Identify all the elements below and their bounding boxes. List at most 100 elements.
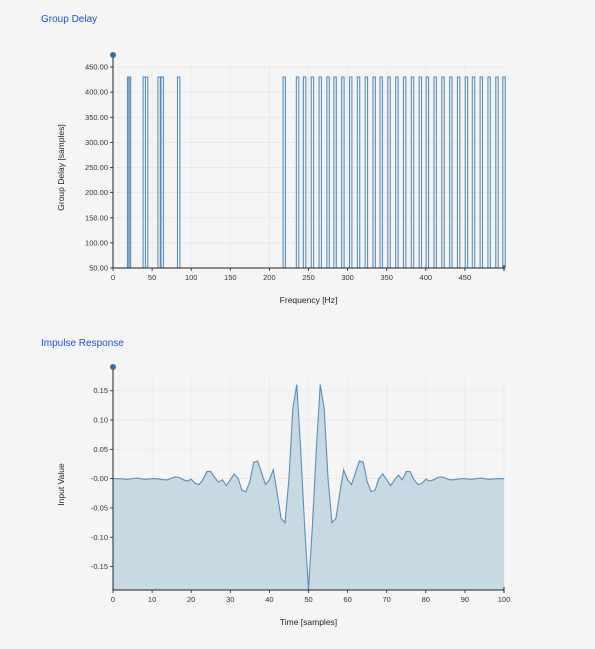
impulse-response-point[interactable] xyxy=(143,478,145,480)
impulse-response-point[interactable] xyxy=(120,478,122,480)
impulse-response-point[interactable] xyxy=(264,484,266,485)
group-delay-spike-point[interactable] xyxy=(426,76,428,78)
impulse-response-point[interactable] xyxy=(198,484,200,485)
impulse-response-point[interactable] xyxy=(331,522,333,524)
impulse-response-point[interactable] xyxy=(413,479,415,481)
group-delay-spike-point[interactable] xyxy=(178,76,180,78)
impulse-response-point[interactable] xyxy=(499,478,501,480)
impulse-response-point[interactable] xyxy=(190,478,192,480)
group-delay-spike-point[interactable] xyxy=(480,76,482,78)
impulse-response-point[interactable] xyxy=(464,478,466,480)
impulse-response-point[interactable] xyxy=(210,471,212,473)
group-delay-spike-point[interactable] xyxy=(503,76,505,78)
impulse-response-point[interactable] xyxy=(221,479,223,481)
group-delay-spike-point[interactable] xyxy=(380,76,382,78)
group-delay-spike-point[interactable] xyxy=(303,76,306,78)
y-axis-handle[interactable] xyxy=(110,364,116,370)
impulse-response-point[interactable] xyxy=(249,481,251,483)
impulse-response-point[interactable] xyxy=(433,479,435,481)
y-axis-handle[interactable] xyxy=(110,52,116,58)
impulse-response-point[interactable] xyxy=(132,478,134,480)
group-delay-spike-point[interactable] xyxy=(319,76,321,78)
impulse-response-point[interactable] xyxy=(225,485,227,487)
impulse-response-point[interactable] xyxy=(218,481,220,483)
group-delay-spike-point[interactable] xyxy=(496,76,498,78)
impulse-response-point[interactable] xyxy=(280,517,282,519)
group-delay-spike-point[interactable] xyxy=(411,76,414,78)
impulse-response-point[interactable] xyxy=(253,461,255,463)
impulse-response-point[interactable] xyxy=(319,384,321,386)
impulse-response-point[interactable] xyxy=(382,473,384,475)
impulse-response-point[interactable] xyxy=(417,484,419,485)
impulse-response-point[interactable] xyxy=(343,469,345,471)
impulse-response-point[interactable] xyxy=(460,478,462,480)
impulse-response-point[interactable] xyxy=(425,478,427,480)
impulse-response-point[interactable] xyxy=(233,473,235,475)
impulse-response-point[interactable] xyxy=(358,460,360,462)
group-delay-spike-point[interactable] xyxy=(404,76,406,78)
impulse-response-point[interactable] xyxy=(155,478,157,480)
impulse-response-point[interactable] xyxy=(151,478,153,480)
impulse-response-point[interactable] xyxy=(476,478,478,480)
impulse-response-point[interactable] xyxy=(139,478,141,480)
group-delay-spike-point[interactable] xyxy=(419,76,421,78)
impulse-response-point[interactable] xyxy=(390,485,392,487)
impulse-response-point[interactable] xyxy=(472,478,474,480)
impulse-response-point[interactable] xyxy=(206,471,208,473)
impulse-response-point[interactable] xyxy=(347,479,349,481)
group-delay-spike-point[interactable] xyxy=(327,76,329,78)
impulse-response-point[interactable] xyxy=(378,478,380,480)
impulse-response-point[interactable] xyxy=(178,476,180,478)
impulse-response-point[interactable] xyxy=(214,476,216,478)
impulse-response-point[interactable] xyxy=(429,480,431,482)
impulse-response-point[interactable] xyxy=(483,478,485,480)
group-delay-spike-point[interactable] xyxy=(283,76,285,78)
impulse-response-point[interactable] xyxy=(503,478,505,480)
impulse-response-point[interactable] xyxy=(128,478,130,480)
group-delay-spike-point[interactable] xyxy=(472,76,475,78)
impulse-response-point[interactable] xyxy=(468,478,470,480)
impulse-response-point[interactable] xyxy=(327,478,329,480)
group-delay-spike-point[interactable] xyxy=(357,76,360,78)
group-delay-spike-point[interactable] xyxy=(350,76,352,78)
impulse-response-chart[interactable]: 0 10 20 30 40 50 60 70 80 90 100 0.15 0.10 0.05 -0.00 -… xyxy=(0,355,595,645)
impulse-response-point[interactable] xyxy=(116,478,118,480)
group-delay-spike-point[interactable] xyxy=(143,76,145,78)
impulse-response-point[interactable] xyxy=(444,477,446,479)
impulse-response-point[interactable] xyxy=(315,448,317,450)
impulse-response-point[interactable] xyxy=(135,477,137,479)
impulse-response-point[interactable] xyxy=(397,474,399,476)
impulse-response-point[interactable] xyxy=(401,479,403,481)
group-delay-spike-point[interactable] xyxy=(158,76,160,78)
group-delay-series-line[interactable] xyxy=(113,76,506,269)
impulse-response-point[interactable] xyxy=(495,478,497,480)
impulse-response-point[interactable] xyxy=(386,479,388,481)
impulse-response-point[interactable] xyxy=(374,489,376,491)
impulse-response-point[interactable] xyxy=(300,448,302,450)
impulse-response-point[interactable] xyxy=(351,484,353,485)
impulse-response-point[interactable] xyxy=(452,479,454,481)
impulse-response-point[interactable] xyxy=(292,407,294,409)
group-delay-spike-point[interactable] xyxy=(488,76,490,78)
impulse-response-point[interactable] xyxy=(370,491,372,493)
impulse-response-point[interactable] xyxy=(276,492,278,494)
impulse-response-point[interactable] xyxy=(335,517,337,519)
impulse-response-point[interactable] xyxy=(323,407,325,409)
group-delay-spike-point[interactable] xyxy=(146,76,148,78)
impulse-response-point[interactable] xyxy=(487,478,489,480)
group-delay-spike-point[interactable] xyxy=(342,76,344,78)
impulse-response-point[interactable] xyxy=(288,478,290,480)
impulse-response-point[interactable] xyxy=(311,525,313,527)
group-delay-spike-point[interactable] xyxy=(373,76,375,78)
impulse-response-point[interactable] xyxy=(304,525,306,527)
impulse-response-point[interactable] xyxy=(456,478,458,480)
group-delay-chart[interactable]: 0 50 100 150 200 250 300 350 400 450 50.00 100.00 15… xyxy=(0,30,595,320)
group-delay-spike-point[interactable] xyxy=(458,76,460,78)
impulse-response-point[interactable] xyxy=(339,492,341,494)
group-delay-spike-point[interactable] xyxy=(365,76,367,78)
impulse-response-point[interactable] xyxy=(182,479,184,481)
impulse-response-point[interactable] xyxy=(229,479,231,481)
impulse-response-point[interactable] xyxy=(354,472,356,474)
impulse-response-point[interactable] xyxy=(296,384,298,386)
group-delay-spike-point[interactable] xyxy=(161,76,163,78)
